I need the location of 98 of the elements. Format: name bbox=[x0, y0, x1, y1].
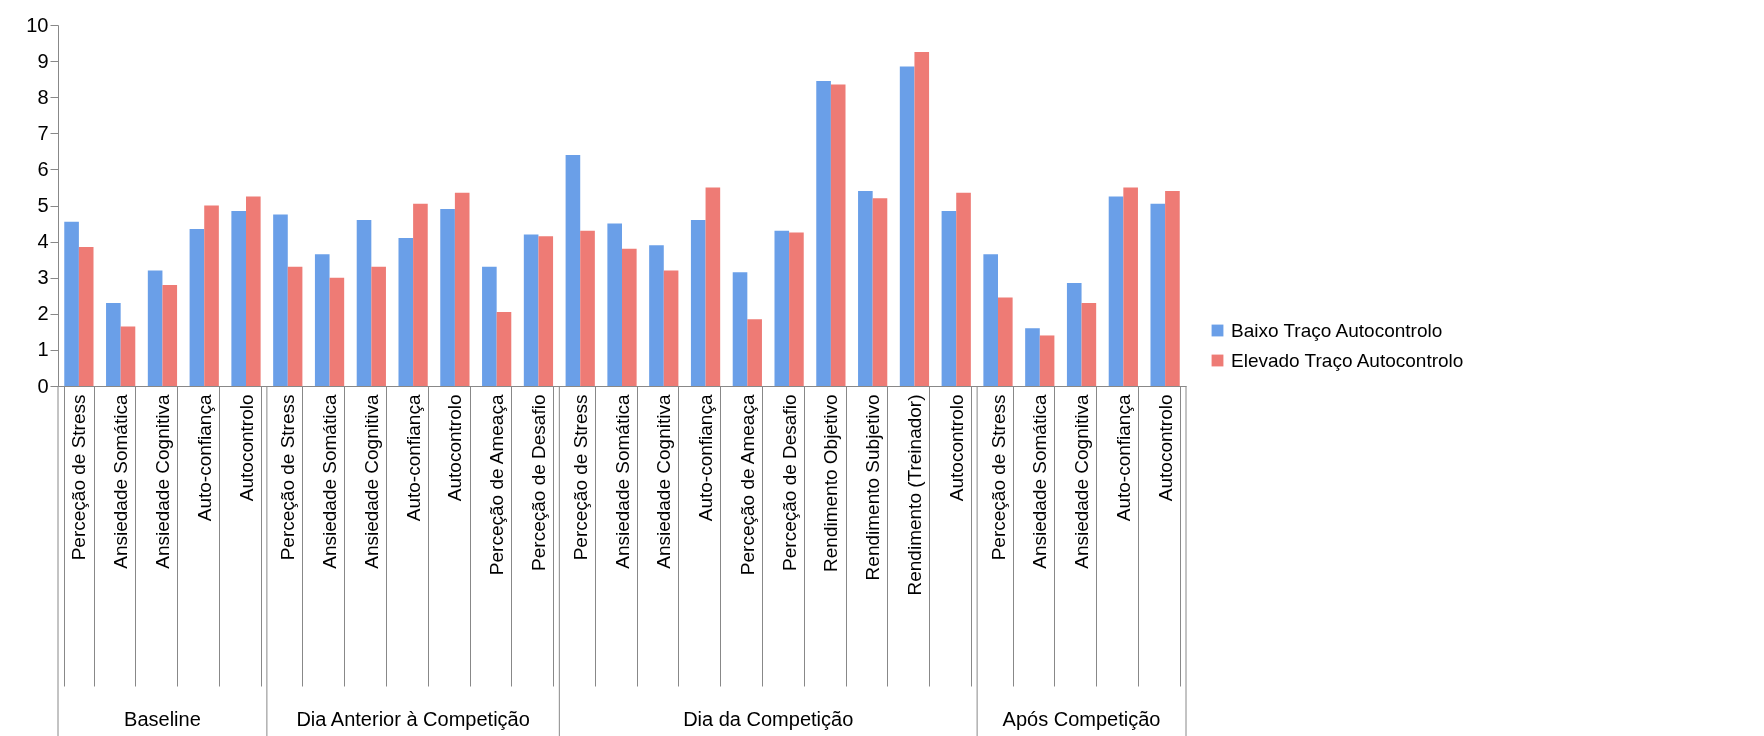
bar bbox=[1066, 283, 1082, 386]
x-tick-label: Rendimento Objetivo bbox=[820, 394, 842, 572]
bar bbox=[78, 247, 94, 386]
bar bbox=[1039, 335, 1055, 386]
bar bbox=[914, 52, 930, 386]
x-tick-label: Perceção de Stress bbox=[987, 394, 1009, 561]
bar bbox=[649, 245, 664, 386]
bar bbox=[496, 312, 512, 386]
x-tick-label: Autocontrolo bbox=[444, 394, 466, 502]
bar bbox=[607, 223, 622, 386]
bar bbox=[329, 277, 345, 386]
y-tick-label: 4 bbox=[37, 230, 49, 253]
bar bbox=[246, 196, 261, 386]
x-tick-label: Auto-confiança bbox=[1112, 394, 1134, 522]
bar bbox=[941, 210, 957, 386]
bar bbox=[314, 254, 330, 386]
bar bbox=[983, 254, 998, 386]
text: Baseline bbox=[124, 708, 201, 730]
bar bbox=[440, 209, 455, 386]
bar bbox=[120, 326, 136, 386]
y-tick-label: 3 bbox=[37, 266, 49, 289]
x-tick-label: Perceção de Desafio bbox=[778, 394, 800, 571]
x-tick-label: Ansiedade Somática bbox=[110, 394, 132, 569]
y-tick-label: 8 bbox=[37, 85, 49, 108]
y-tick-label: 0 bbox=[37, 374, 49, 397]
bar bbox=[523, 234, 539, 386]
bar bbox=[64, 221, 79, 386]
bar bbox=[162, 284, 178, 386]
x-tick-label: Rendimento (Treinador) bbox=[903, 394, 925, 596]
bar bbox=[705, 187, 721, 386]
bar bbox=[413, 203, 428, 386]
x-tick-label: Auto-confiança bbox=[193, 394, 215, 522]
x-tick-label: Rendimento Subjetivo bbox=[862, 394, 884, 581]
bar bbox=[565, 154, 581, 386]
bar bbox=[816, 80, 831, 386]
y-tick-label: 6 bbox=[37, 157, 49, 180]
bar bbox=[1123, 187, 1138, 386]
bar bbox=[1150, 203, 1166, 386]
bar bbox=[956, 192, 971, 386]
legend-label: Elevado Traço Autocontrolo bbox=[1231, 349, 1464, 371]
bar bbox=[998, 297, 1013, 386]
x-tick-label: Perceção de Stress bbox=[569, 394, 591, 561]
bar bbox=[189, 228, 205, 386]
bar bbox=[732, 272, 748, 386]
bar bbox=[273, 214, 288, 386]
x-tick-label: Autocontrolo bbox=[1154, 394, 1176, 502]
x-tick-label: Ansiedade Cognitiva bbox=[653, 394, 675, 569]
x-tick-label: Ansiedade Cognitiva bbox=[1071, 394, 1093, 569]
x-tick-label: Ansiedade Cognitiva bbox=[151, 394, 173, 569]
x-tick-label: Auto-confiança bbox=[695, 394, 717, 522]
x-tick-label: Ansiedade Somática bbox=[1029, 394, 1051, 569]
bar bbox=[356, 219, 372, 386]
bar bbox=[204, 205, 219, 386]
x-tick-label: Auto-confiança bbox=[402, 394, 424, 522]
x-tick-label: Ansiedade Somática bbox=[611, 394, 633, 569]
x-tick-label: Perceção de Stress bbox=[277, 394, 299, 561]
text: Dia Anterior à Competição bbox=[296, 708, 530, 730]
x-tick-label: Ansiedade Cognitiva bbox=[360, 394, 382, 569]
bar bbox=[1081, 302, 1097, 386]
bar bbox=[899, 66, 915, 386]
bar bbox=[1108, 196, 1124, 386]
bar bbox=[830, 84, 846, 386]
x-tick-label: Ansiedade Somática bbox=[319, 394, 341, 569]
bar bbox=[538, 236, 554, 386]
bar bbox=[1165, 191, 1180, 386]
x-tick-label: Perceção de Ameaça bbox=[486, 394, 508, 576]
text: Após Competição bbox=[1002, 708, 1161, 730]
bar bbox=[231, 210, 246, 386]
text: Dia da Competição bbox=[683, 708, 854, 730]
bar bbox=[482, 266, 497, 386]
bar bbox=[454, 192, 470, 386]
y-tick-label: 10 bbox=[26, 13, 49, 36]
x-tick-label: Perceção de Desafio bbox=[527, 394, 549, 571]
x-tick-label: Autocontrolo bbox=[945, 394, 967, 502]
legend-label: Baixo Traço Autocontrolo bbox=[1231, 319, 1443, 341]
bar bbox=[872, 198, 888, 386]
bar bbox=[106, 302, 121, 386]
x-tick-label: Perceção de Stress bbox=[68, 394, 90, 561]
x-tick-label: Autocontrolo bbox=[235, 394, 257, 502]
bar bbox=[690, 219, 706, 386]
bar bbox=[371, 266, 386, 386]
y-tick-label: 5 bbox=[37, 194, 49, 216]
bar bbox=[398, 237, 414, 386]
bar bbox=[1025, 328, 1040, 386]
y-tick-label: 1 bbox=[37, 338, 49, 361]
y-tick-label: 9 bbox=[37, 49, 49, 72]
bar bbox=[663, 270, 679, 386]
bar bbox=[858, 191, 873, 386]
x-tick-label: Perceção de Ameaça bbox=[736, 394, 758, 576]
bar bbox=[789, 232, 804, 386]
bar bbox=[622, 248, 637, 386]
y-tick-label: 7 bbox=[37, 121, 49, 144]
bar bbox=[287, 266, 303, 386]
y-tick-label: 2 bbox=[37, 302, 49, 325]
bar bbox=[580, 230, 595, 386]
bar bbox=[774, 230, 790, 386]
bar bbox=[147, 270, 163, 386]
bar bbox=[747, 319, 762, 386]
